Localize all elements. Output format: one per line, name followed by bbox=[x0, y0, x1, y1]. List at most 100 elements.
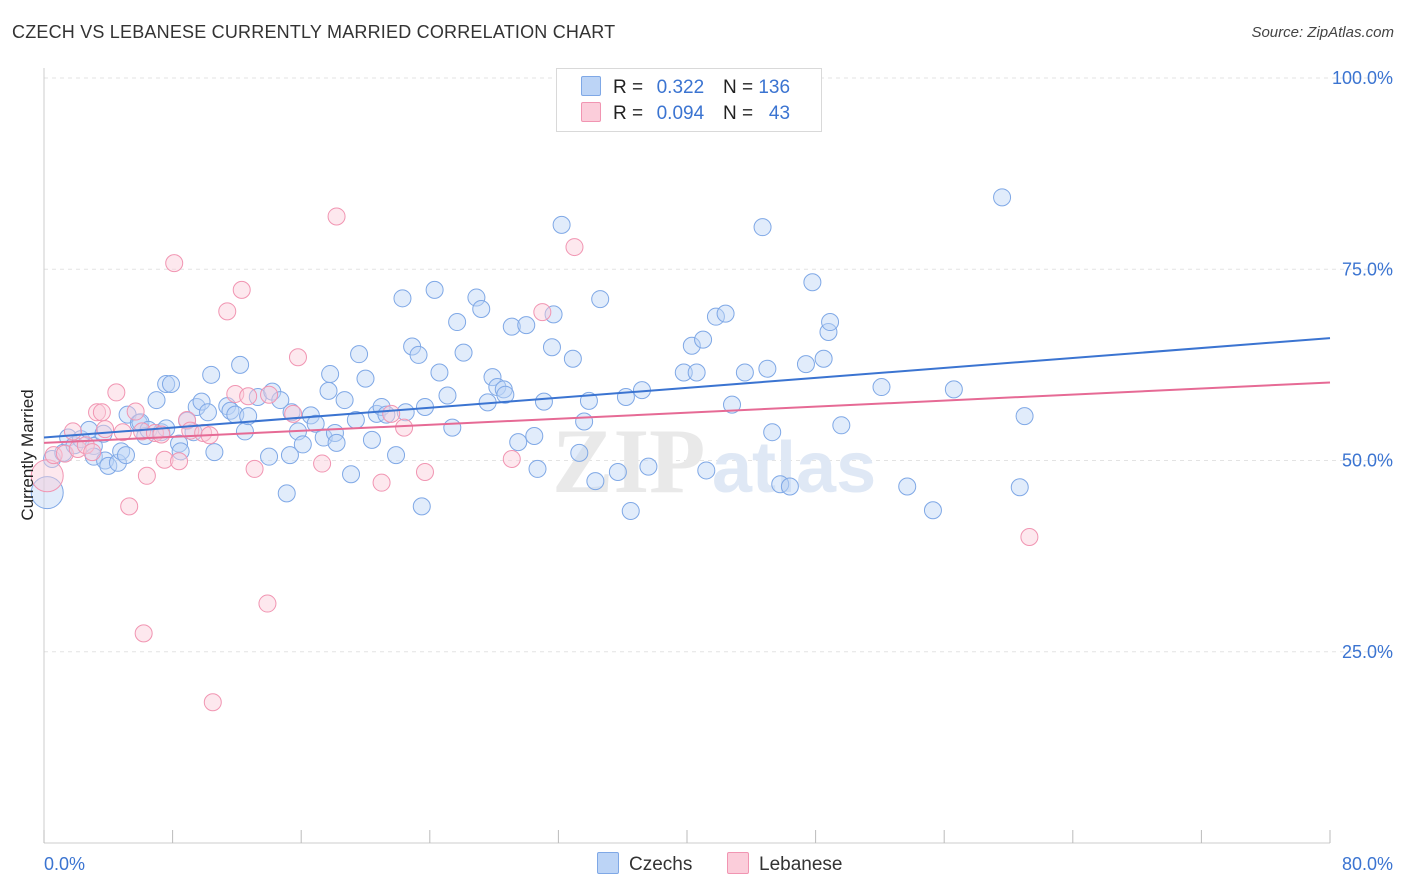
czechs-point bbox=[821, 313, 840, 332]
czechs-point bbox=[335, 391, 354, 410]
lebanese-point bbox=[232, 280, 251, 299]
czechs-point bbox=[319, 381, 338, 400]
lebanese-point bbox=[152, 425, 171, 444]
legend-lebanese[interactable]: Lebanese bbox=[727, 852, 842, 876]
czechs-point bbox=[321, 365, 340, 384]
data-points bbox=[30, 188, 1039, 712]
czechs-point bbox=[758, 359, 777, 378]
czechs-point bbox=[425, 280, 444, 299]
x-tick-label-min: 0.0% bbox=[44, 854, 85, 874]
czechs-point bbox=[832, 416, 851, 435]
lebanese-stats-row: R = 0.094 N = 43 bbox=[581, 102, 790, 126]
lebanese-point bbox=[203, 693, 222, 712]
lebanese-trend-line bbox=[43, 381, 1331, 444]
czechs-point bbox=[496, 385, 515, 404]
czechs-point bbox=[356, 369, 375, 388]
czechs-point bbox=[993, 188, 1012, 207]
lebanese-point bbox=[565, 238, 584, 257]
czechs-point bbox=[542, 338, 561, 357]
czechs-point bbox=[293, 435, 312, 454]
czechs-point bbox=[723, 395, 742, 414]
czechs-point bbox=[528, 459, 547, 478]
czechs-point bbox=[872, 378, 891, 397]
czechs-point bbox=[534, 392, 553, 411]
czechs-point bbox=[639, 457, 658, 476]
lebanese-swatch-icon bbox=[581, 102, 601, 122]
lebanese-point bbox=[395, 418, 414, 437]
lebanese-point bbox=[245, 459, 264, 478]
czechs-point bbox=[780, 477, 799, 496]
czechs-point bbox=[467, 288, 486, 307]
y-tick-label: 100.0% bbox=[1332, 68, 1393, 88]
correlation-stats-box: R = 0.322 N = 136 R = 0.094 N = 43 bbox=[556, 68, 822, 132]
czechs-trend-line bbox=[43, 337, 1331, 439]
lebanese-point bbox=[1020, 528, 1039, 546]
czechs-point bbox=[448, 313, 467, 332]
lebanese-point bbox=[313, 454, 332, 473]
czechs-point bbox=[563, 349, 582, 368]
lebanese-point bbox=[83, 443, 102, 462]
czechs-point bbox=[205, 443, 224, 462]
watermark: ZIP atlas bbox=[552, 410, 876, 512]
czechs-point bbox=[170, 434, 189, 453]
czechs-point bbox=[350, 345, 369, 364]
lebanese-point bbox=[107, 383, 126, 402]
lebanese-point bbox=[288, 348, 307, 367]
legend-czechs[interactable]: Czechs bbox=[597, 852, 692, 876]
czechs-point bbox=[187, 397, 206, 416]
lebanese-point bbox=[170, 452, 189, 471]
lebanese-point bbox=[415, 462, 434, 481]
czechs-point bbox=[342, 465, 361, 484]
czechs-point bbox=[674, 363, 693, 382]
legend-lebanese-label: Lebanese bbox=[759, 854, 843, 875]
czechs-point bbox=[438, 386, 457, 405]
y-tick-label: 50.0% bbox=[1342, 451, 1393, 471]
lebanese-point bbox=[260, 385, 279, 404]
czechs-point bbox=[923, 501, 942, 520]
czechs-point bbox=[231, 355, 250, 374]
czechs-point bbox=[694, 330, 713, 349]
lebanese-point bbox=[382, 404, 401, 423]
lebanese-point bbox=[44, 446, 63, 465]
lebanese-n-label: N = bbox=[722, 103, 754, 124]
czechs-swatch-icon bbox=[581, 76, 601, 96]
czechs-point bbox=[570, 443, 589, 462]
czechs-r-label: R = bbox=[613, 77, 644, 98]
czechs-point bbox=[306, 414, 325, 433]
czechs-point bbox=[277, 484, 296, 503]
czechs-point bbox=[161, 375, 180, 393]
czechs-point bbox=[472, 300, 491, 319]
czechs-n-value: 136 bbox=[758, 77, 791, 98]
legend-czechs-swatch-icon bbox=[597, 852, 619, 874]
czechs-point bbox=[393, 289, 412, 308]
czechs-point bbox=[412, 497, 431, 516]
czechs-point bbox=[591, 290, 610, 309]
czechs-point bbox=[898, 477, 917, 496]
czechs-point bbox=[608, 462, 627, 481]
czechs-point bbox=[260, 447, 279, 466]
czechs-point bbox=[362, 430, 381, 449]
czechs-point bbox=[116, 446, 135, 465]
czechs-point bbox=[552, 215, 571, 234]
czechs-point bbox=[803, 273, 822, 292]
czechs-point bbox=[753, 218, 772, 237]
czechs-point bbox=[454, 343, 473, 362]
y-axis-label: Currently Married bbox=[18, 389, 37, 520]
czechs-point bbox=[716, 304, 735, 323]
czechs-point bbox=[99, 456, 118, 475]
czechs-point bbox=[192, 392, 211, 411]
czechs-point bbox=[483, 368, 502, 387]
czechs-point bbox=[1015, 407, 1034, 426]
czechs-point bbox=[235, 422, 254, 441]
lebanese-point bbox=[137, 466, 156, 485]
lebanese-point bbox=[178, 410, 197, 429]
czechs-point bbox=[502, 317, 521, 336]
lebanese-point bbox=[155, 450, 174, 469]
czechs-point bbox=[202, 365, 221, 384]
lebanese-point bbox=[502, 449, 521, 468]
czechs-point bbox=[814, 349, 833, 368]
czechs-point bbox=[586, 472, 605, 491]
lebanese-point bbox=[372, 473, 391, 492]
czechs-point bbox=[327, 433, 346, 452]
chart-title: CZECH VS LEBANESE CURRENTLY MARRIED CORR… bbox=[12, 22, 616, 42]
